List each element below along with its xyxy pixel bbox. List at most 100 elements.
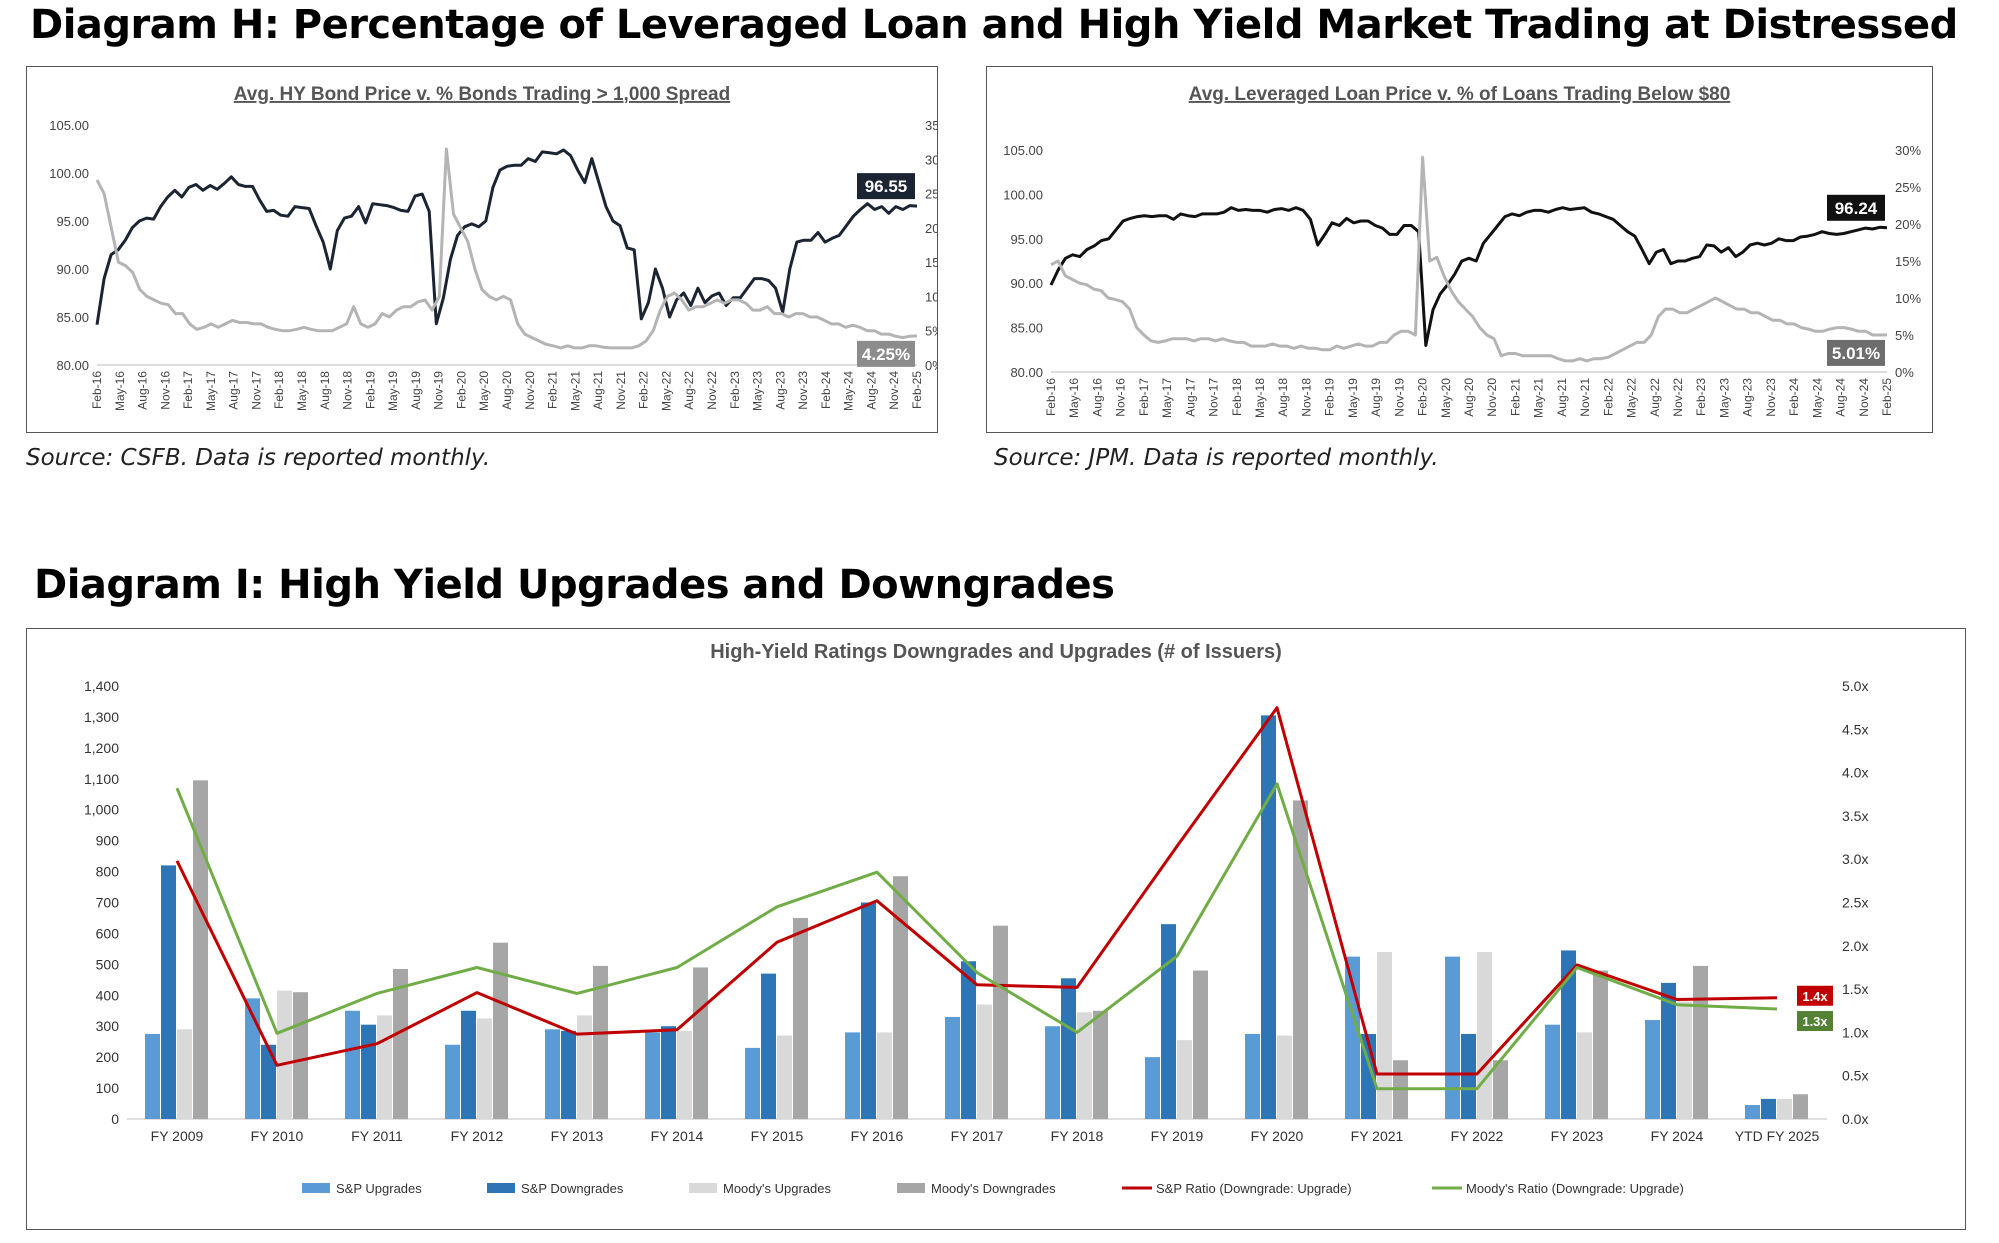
x-axis-tick-label: Nov-19 bbox=[432, 371, 446, 410]
x-axis-tick-label: May-22 bbox=[1625, 378, 1639, 418]
x-axis-category-label: FY 2020 bbox=[1251, 1128, 1304, 1144]
left-axis-tick-label: 600 bbox=[96, 925, 120, 941]
sp-downgrades-bar bbox=[161, 865, 176, 1119]
x-axis-category-label: FY 2013 bbox=[551, 1128, 604, 1144]
right-axis-tick-label: 1.0x bbox=[1842, 1024, 1868, 1040]
x-axis-tick-label: May-23 bbox=[751, 371, 765, 411]
left-axis-tick-label: 95.00 bbox=[56, 214, 89, 229]
moodys-upgrades-bar bbox=[1277, 1035, 1292, 1119]
source-note-csfb: Source: CSFB. Data is reported monthly. bbox=[26, 445, 491, 471]
right-axis-tick-label: 25% bbox=[925, 187, 937, 202]
right-axis-tick-label: 10% bbox=[1895, 291, 1921, 306]
x-axis-tick-label: Feb-25 bbox=[1880, 378, 1894, 416]
sp-upgrades-bar bbox=[445, 1044, 460, 1119]
right-axis-tick-label: 20% bbox=[925, 221, 937, 236]
value-callout-box bbox=[1827, 194, 1885, 221]
sp-upgrades-bar bbox=[245, 998, 260, 1119]
sp-downgrades-bar bbox=[1761, 1098, 1776, 1119]
x-axis-tick-label: Feb-18 bbox=[272, 371, 286, 409]
right-axis-tick-label: 3.5x bbox=[1842, 808, 1868, 824]
right-axis-tick-label: 1.5x bbox=[1842, 981, 1868, 997]
x-axis-tick-label: Aug-22 bbox=[1648, 378, 1662, 417]
moodys-upgrades-bar bbox=[1677, 1001, 1692, 1119]
x-axis-tick-label: Aug-23 bbox=[1741, 378, 1755, 417]
left-axis-tick-label: 1,300 bbox=[84, 709, 119, 725]
x-axis-tick-label: Feb-24 bbox=[1787, 378, 1801, 416]
right-axis-tick-label: 0.5x bbox=[1842, 1068, 1868, 1084]
moodys-upgrades-bar bbox=[477, 1018, 492, 1119]
sp-downgrades-bar bbox=[1161, 924, 1176, 1119]
right-axis-tick-label: 15% bbox=[1895, 254, 1921, 269]
legend-label: S&P Downgrades bbox=[521, 1181, 624, 1196]
moodys-downgrades-bar bbox=[693, 967, 708, 1119]
x-axis-tick-label: Aug-17 bbox=[227, 371, 241, 410]
left-axis-tick-label: 800 bbox=[96, 864, 120, 880]
hy-bond-price-chart: Avg. HY Bond Price v. % Bonds Trading > … bbox=[49, 84, 951, 411]
sp-upgrades-bar bbox=[645, 1032, 660, 1119]
moodys-upgrades-bar bbox=[1577, 1032, 1592, 1119]
value-callout-label: 4.25% bbox=[862, 345, 910, 364]
x-axis-tick-label: Nov-19 bbox=[1392, 378, 1406, 417]
moodys-downgrades-bar bbox=[1193, 970, 1208, 1119]
moodys-upgrades-bar bbox=[877, 1032, 892, 1119]
moodys-upgrades-bar bbox=[177, 1029, 192, 1119]
x-axis-tick-label: May-21 bbox=[568, 371, 582, 411]
right-axis-tick-label: 5% bbox=[1895, 328, 1914, 343]
distressed-pct-series-line bbox=[95, 147, 918, 350]
right-axis-tick-label: 5% bbox=[925, 324, 937, 339]
x-axis-tick-label: Feb-18 bbox=[1230, 378, 1244, 416]
x-axis-tick-label: Aug-19 bbox=[409, 371, 423, 410]
x-axis-tick-label: May-20 bbox=[1439, 378, 1453, 418]
x-axis-tick-label: Nov-20 bbox=[1485, 378, 1499, 417]
distressed-pct-series-line bbox=[1050, 155, 1888, 363]
x-axis-tick-label: Aug-16 bbox=[1090, 378, 1104, 417]
left-axis-tick-label: 1,400 bbox=[84, 678, 119, 694]
x-axis-tick-label: Feb-16 bbox=[1044, 378, 1058, 416]
source-note-jpm: Source: JPM. Data is reported monthly. bbox=[994, 445, 1439, 471]
right-axis-tick-label: 35% bbox=[925, 118, 937, 133]
x-axis-category-label: FY 2011 bbox=[351, 1128, 403, 1144]
x-axis-category-label: FY 2016 bbox=[851, 1128, 904, 1144]
moodys-downgrades-bar bbox=[493, 942, 508, 1119]
right-axis-tick-label: 15% bbox=[925, 255, 937, 270]
x-axis-tick-label: Nov-23 bbox=[1764, 378, 1778, 417]
sp-downgrades-bar bbox=[361, 1024, 376, 1119]
x-axis-category-label: FY 2022 bbox=[1451, 1128, 1504, 1144]
moodys-upgrades-bar bbox=[1177, 1040, 1192, 1119]
x-axis-tick-label: Aug-23 bbox=[773, 371, 787, 410]
moodys-upgrades-bar bbox=[977, 1004, 992, 1119]
x-axis-tick-label: Nov-22 bbox=[705, 371, 719, 410]
x-axis-category-label: FY 2014 bbox=[651, 1128, 704, 1144]
x-axis-tick-label: May-23 bbox=[1717, 378, 1731, 418]
left-axis-tick-label: 80.00 bbox=[1010, 365, 1043, 380]
sp-downgrades-bar bbox=[1461, 1033, 1476, 1119]
right-axis-tick-label: 30% bbox=[1895, 143, 1921, 158]
sp-upgrades-bar bbox=[845, 1032, 860, 1119]
left-axis-tick-label: 300 bbox=[96, 1018, 120, 1034]
right-axis-tick-label: 0.0x bbox=[1842, 1111, 1868, 1127]
value-callout-label: 5.01% bbox=[1832, 344, 1880, 363]
left-axis-tick-label: 400 bbox=[96, 987, 120, 1003]
x-axis-tick-label: Feb-17 bbox=[1137, 378, 1151, 416]
x-axis-tick-label: Feb-22 bbox=[1601, 378, 1615, 416]
moodys-upgrades-bar bbox=[1777, 1098, 1792, 1119]
sp-downgrades-bar bbox=[1061, 978, 1076, 1119]
x-axis-tick-label: May-19 bbox=[1346, 378, 1360, 418]
sp-downgrades-bar bbox=[1661, 982, 1676, 1119]
x-axis-tick-label: Feb-20 bbox=[1416, 378, 1430, 416]
chart-title: Avg. Leveraged Loan Price v. % of Loans … bbox=[1189, 84, 1731, 105]
x-axis-tick-label: May-18 bbox=[295, 371, 309, 411]
x-axis-tick-label: May-22 bbox=[659, 371, 673, 411]
left-axis-tick-label: 100.00 bbox=[49, 166, 89, 181]
moodys-downgrades-bar bbox=[1593, 970, 1608, 1119]
right-axis-tick-label: 10% bbox=[925, 289, 937, 304]
legend-swatch bbox=[487, 1183, 515, 1193]
x-axis-tick-label: May-24 bbox=[842, 371, 856, 411]
right-axis-tick-label: 2.5x bbox=[1842, 895, 1868, 911]
sp-ratio-line bbox=[175, 706, 1778, 1076]
legend-swatch bbox=[302, 1183, 330, 1193]
ratio-callout-label: 1.4x bbox=[1802, 989, 1828, 1004]
moodys-upgrades-bar bbox=[1377, 951, 1392, 1119]
x-axis-category-label: FY 2017 bbox=[951, 1128, 1004, 1144]
x-axis-category-label: FY 2024 bbox=[1651, 1128, 1704, 1144]
